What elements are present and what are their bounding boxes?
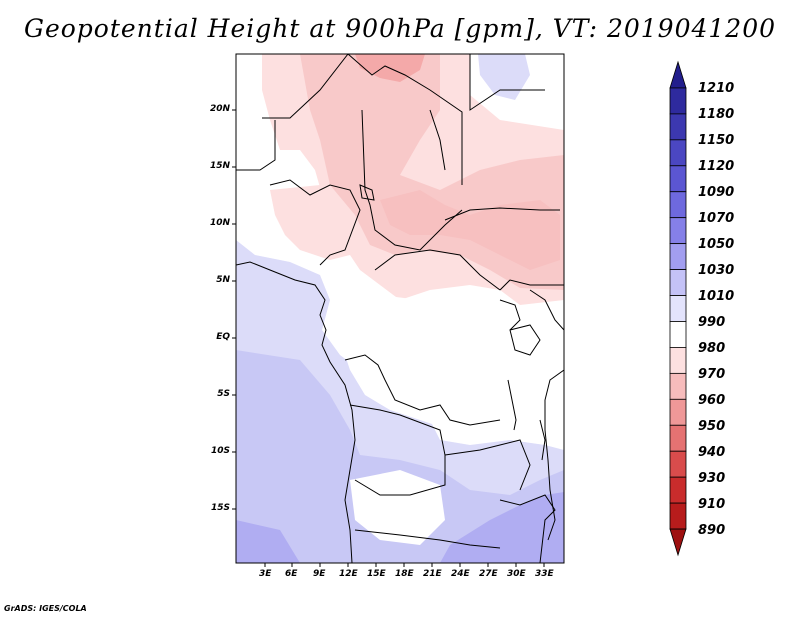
border-egypt [469, 54, 545, 111]
colorbar-label-1180: 1180 [698, 107, 735, 122]
lat-ticks [232, 109, 236, 510]
colorbar-swatch-15 [669, 450, 687, 478]
border-ethiopia2 [529, 289, 564, 331]
nile [429, 109, 446, 171]
colorbar-swatch-8 [669, 269, 687, 296]
colorbar-swatch-2 [669, 113, 687, 141]
lake-tanganyika [507, 379, 517, 431]
lake-chad [359, 184, 375, 201]
colorbar-label-1210: 1210 [698, 81, 735, 96]
border-uganda [499, 299, 521, 331]
border-car [374, 249, 501, 291]
colorbar-swatch-16 [669, 476, 687, 504]
lon-label-12e: 12E [339, 569, 358, 579]
lake-malawi [539, 419, 546, 461]
colorbar-swatch-9 [669, 295, 687, 322]
boundaries [236, 54, 564, 563]
lat-label-10n: 10N [209, 218, 230, 228]
lon-label-6e: 6E [285, 569, 298, 579]
se-border [499, 494, 556, 563]
colorbar-label-1150: 1150 [698, 133, 735, 148]
colorbar-swatch-1 [669, 87, 687, 115]
lon-label-15e: 15E [367, 569, 386, 579]
border-chad [361, 109, 463, 251]
lat-label-5n: 5N [216, 275, 230, 285]
border-libya-sudan [347, 54, 463, 185]
lon-label-24e: 24E [451, 569, 470, 579]
lat-label-10s: 10S [210, 446, 230, 456]
field-white-congo [340, 295, 520, 430]
chart-title: Geopotential Height at 900hPa [gpm], VT:… [23, 14, 777, 43]
map-frame [235, 53, 565, 564]
colorbar-swatch-14 [669, 424, 687, 452]
colorbar-label-950: 950 [698, 419, 726, 434]
border-nigeria [269, 179, 361, 266]
lon-label-18e: 18E [395, 569, 414, 579]
border-zambia [444, 439, 531, 491]
colorbar-swatch-7 [669, 243, 687, 270]
colorbar-label-980: 980 [698, 341, 726, 356]
field-blue-ne [478, 54, 530, 100]
colorbar-swatch-11 [669, 347, 687, 374]
colorbar-label-890: 890 [698, 523, 726, 538]
colorbar-label-910: 910 [698, 497, 726, 512]
field-white-south [350, 470, 445, 545]
colorbar-label-970: 970 [698, 367, 726, 382]
lat-label-eq: EQ [216, 332, 230, 342]
coast-east [544, 369, 564, 541]
field-blue-mid [236, 350, 564, 563]
colorbar [669, 60, 687, 557]
lon-label-21e: 21E [423, 569, 442, 579]
colorbar-swatch-18 [669, 528, 687, 557]
border-niger [262, 54, 349, 119]
colorbar-swatch-4 [669, 165, 687, 193]
border-sudan-ssudan [444, 207, 560, 221]
colorbar-label-1120: 1120 [698, 159, 735, 174]
colorbar-swatch-17 [669, 502, 687, 530]
lon-ticks [264, 563, 545, 567]
lon-label-27e: 27E [479, 569, 498, 579]
grads-credit: GrADS: IGES/COLA [4, 604, 87, 613]
lake-victoria [509, 324, 541, 356]
lat-label-15s: 15S [210, 503, 230, 513]
lat-label-15n: 15N [209, 161, 230, 171]
lon-label-33e: 33E [535, 569, 554, 579]
border-west [236, 120, 276, 171]
colorbar-label-1010: 1010 [698, 289, 735, 304]
colorbar-label-930: 930 [698, 471, 726, 486]
colorbar-label-990: 990 [698, 315, 726, 330]
colorbar-swatch-6 [669, 217, 687, 245]
colorbar-label-1030: 1030 [698, 263, 735, 278]
border-namibia [354, 529, 501, 549]
lat-label-20n: 20N [209, 104, 230, 114]
lon-label-9e: 9E [313, 569, 326, 579]
colorbar-label-1090: 1090 [698, 185, 735, 200]
height-field [236, 54, 564, 563]
colorbar-swatch-5 [669, 191, 687, 219]
colorbar-label-1070: 1070 [698, 211, 735, 226]
field-pink-mid2 [380, 190, 560, 270]
border-ethiopia [499, 279, 564, 291]
field-blue-deep [236, 520, 300, 563]
lat-label-5s: 5S [217, 389, 230, 399]
colorbar-swatch-10 [669, 321, 687, 348]
colorbar-swatch-0 [669, 60, 687, 89]
colorbar-swatch-12 [669, 372, 687, 400]
lon-label-30e: 30E [507, 569, 526, 579]
colorbar-swatch-3 [669, 139, 687, 167]
colorbar-label-940: 940 [698, 445, 726, 460]
colorbar-swatch-13 [669, 398, 687, 426]
border-congo [344, 354, 501, 426]
coast-west-africa [236, 261, 356, 563]
colorbar-label-1050: 1050 [698, 237, 735, 252]
field-pink-sw [270, 185, 350, 260]
lon-label-3e: 3E [259, 569, 272, 579]
colorbar-label-960: 960 [698, 393, 726, 408]
